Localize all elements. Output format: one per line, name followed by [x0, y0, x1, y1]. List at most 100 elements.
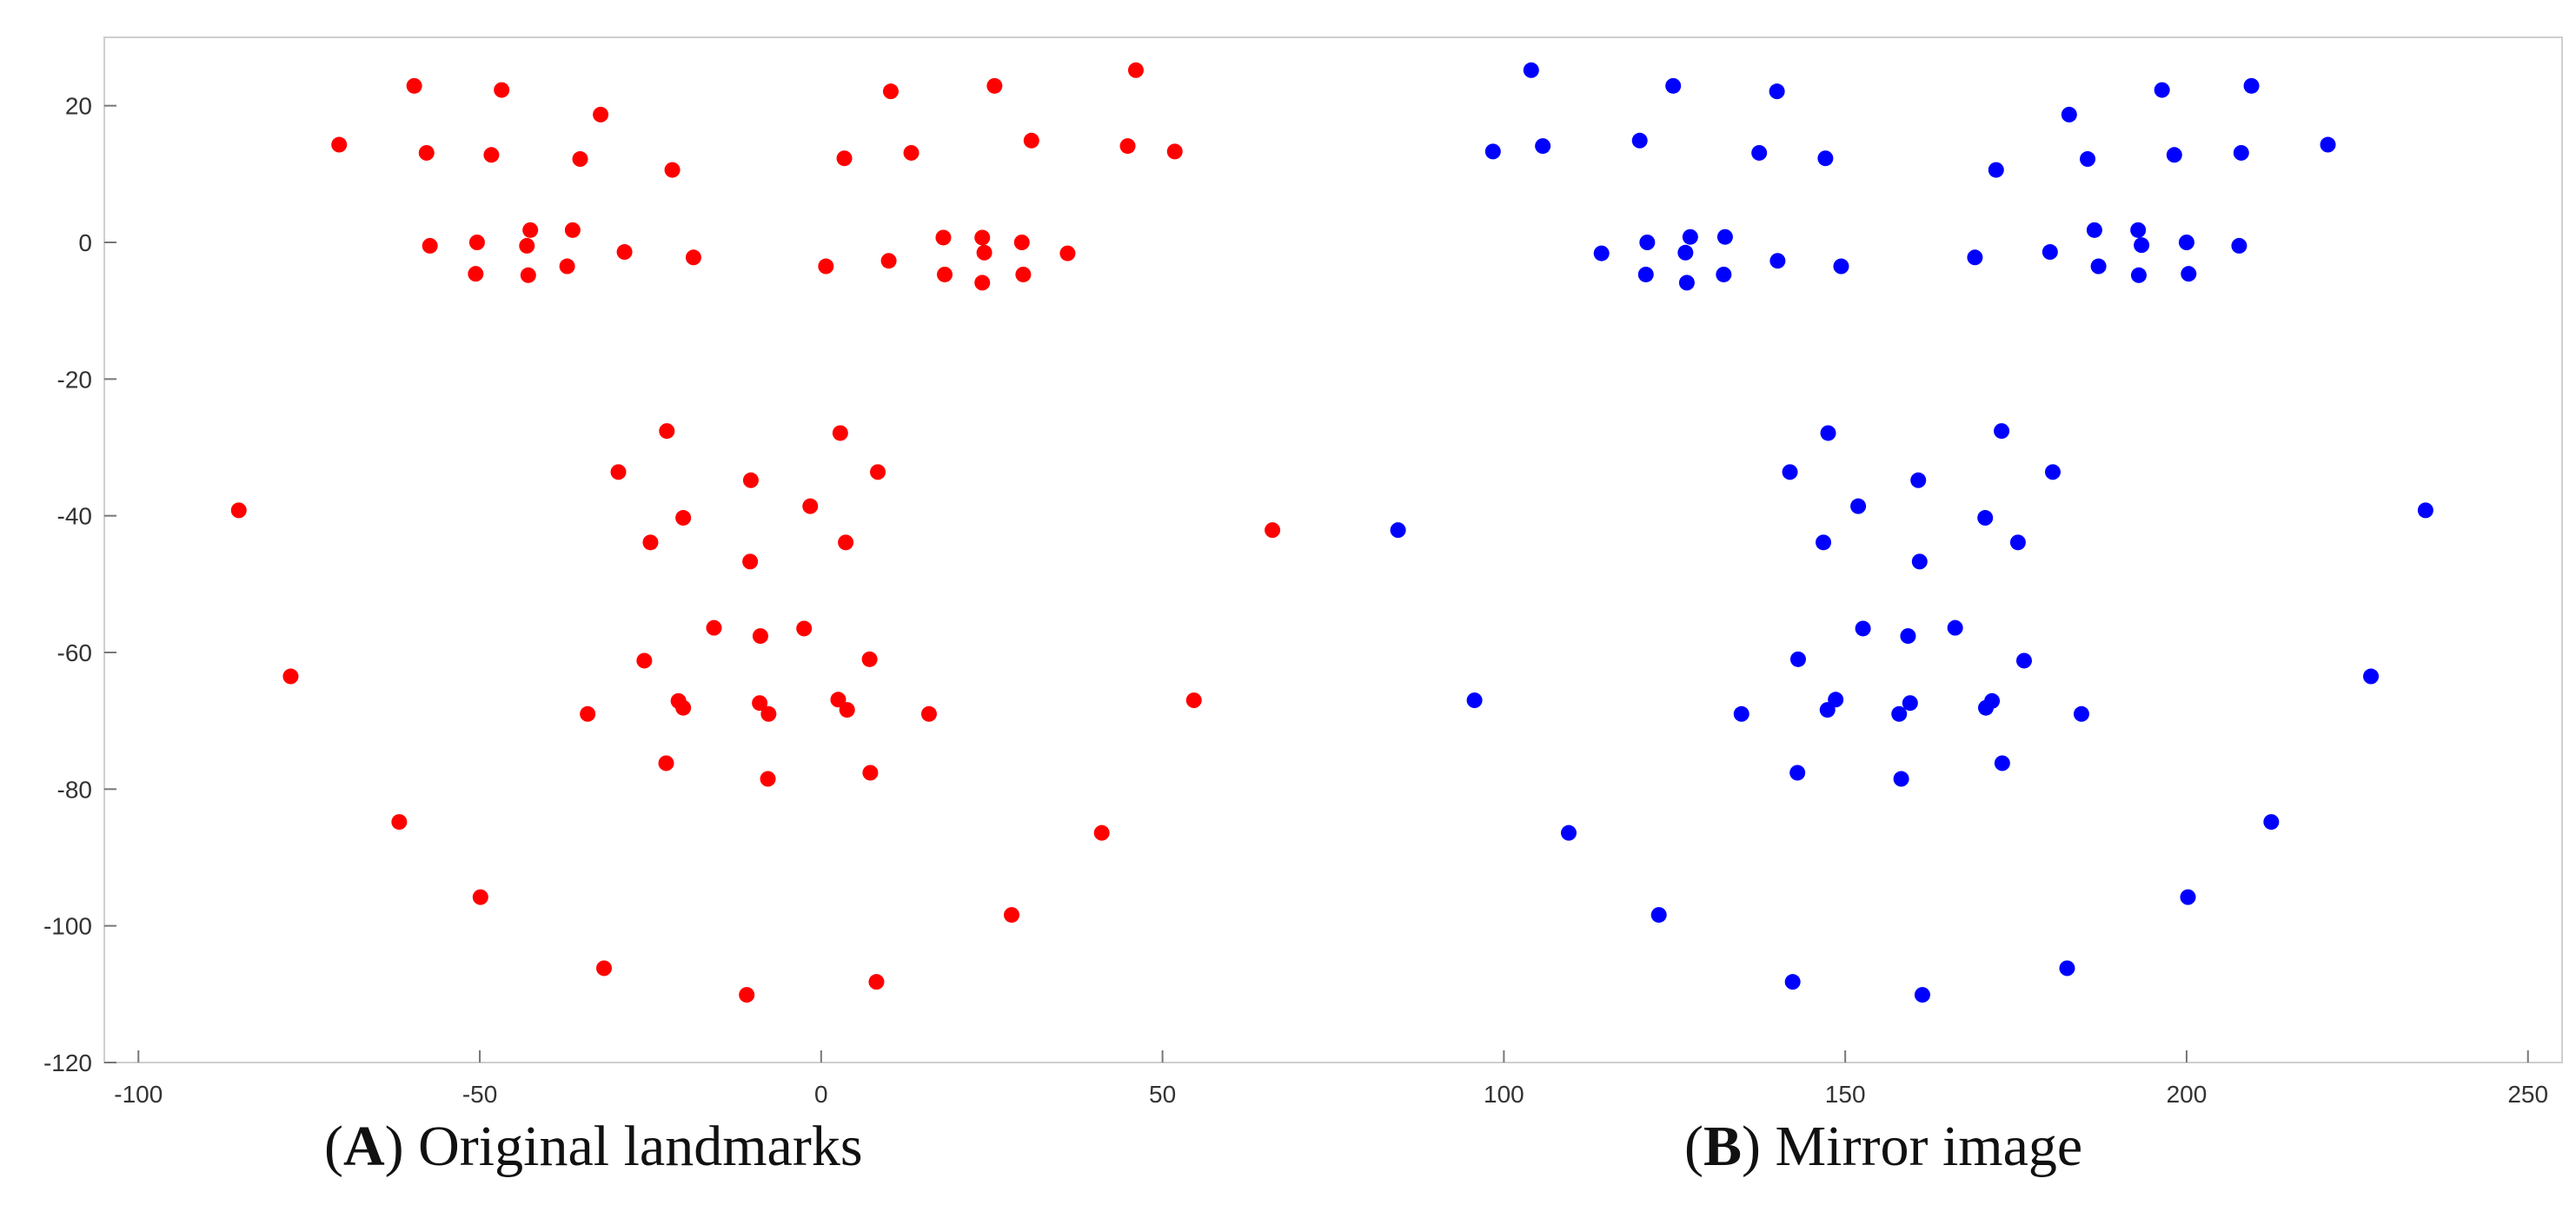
- red-landmark-point: [920, 705, 937, 722]
- red-landmark-point: [796, 620, 813, 637]
- blue-landmark-point: [1390, 522, 1406, 539]
- red-landmark-point: [937, 266, 953, 282]
- caption-a: (A) Original landmarks: [324, 1115, 863, 1178]
- y-tick-label: -60: [57, 639, 92, 666]
- red-landmark-point: [903, 144, 920, 161]
- y-tick-label: -120: [43, 1049, 92, 1076]
- red-landmark-point: [870, 464, 886, 480]
- red-landmark-point: [974, 229, 991, 246]
- blue-landmark-point: [1900, 628, 1916, 645]
- red-landmark-point: [1265, 522, 1281, 539]
- blue-landmark-point: [2181, 266, 2197, 282]
- red-landmark-point: [230, 502, 247, 519]
- blue-landmark-point: [1733, 705, 1749, 722]
- red-landmark-point: [572, 151, 588, 168]
- red-landmark-point: [519, 237, 535, 254]
- axis-ticks: -100 -50 0 50 100 150 200 250200-20-40-60-80-10…: [43, 93, 2548, 1108]
- red-landmark-point: [659, 423, 675, 440]
- red-landmark-point: [391, 814, 408, 831]
- blue-landmark-point: [2073, 705, 2089, 722]
- red-landmark-point: [580, 705, 596, 722]
- blue-landmark-point: [1850, 498, 1867, 514]
- blue-landmark-point: [1535, 138, 1551, 155]
- blue-landmark-point: [1523, 62, 1539, 78]
- blue-landmark-point: [2061, 106, 2077, 122]
- red-landmark-point: [685, 249, 701, 266]
- y-tick-label: -100: [43, 913, 92, 940]
- blue-landmark-point: [1891, 705, 1908, 722]
- red-landmark-point: [406, 77, 422, 94]
- blue-landmark-point: [1665, 77, 1682, 94]
- blue-landmark-point: [1782, 464, 1798, 480]
- blue-landmark-point: [2233, 144, 2249, 161]
- red-landmark-point: [675, 510, 692, 526]
- caption-b-letter: B: [1703, 1115, 1743, 1178]
- red-landmark-point: [1185, 692, 1202, 709]
- blue-landmark-point: [1561, 824, 1577, 841]
- red-landmark-point: [818, 258, 834, 275]
- x-tick-label: 250: [2507, 1081, 2548, 1108]
- red-landmark-point: [1013, 235, 1030, 250]
- blue-landmark-point: [2086, 222, 2102, 238]
- red-landmark-point: [861, 651, 878, 667]
- blue-landmark-point: [2080, 151, 2096, 168]
- red-landmark-point: [830, 692, 846, 708]
- blue-landmark-point: [2009, 534, 2026, 551]
- blue-landmark-point: [1769, 253, 1786, 269]
- red-landmark-point: [1023, 132, 1039, 149]
- blue-landmark-point: [1817, 150, 1834, 167]
- red-landmark-point: [706, 619, 722, 636]
- blue-landmark-point: [2059, 960, 2075, 977]
- red-landmark-point: [836, 150, 853, 167]
- red-landmark-point: [616, 244, 633, 261]
- blue-landmark-point: [1751, 144, 1768, 161]
- red-landmark-point: [610, 464, 627, 480]
- blue-landmark-point: [1911, 553, 1928, 570]
- blue-landmark-point: [2231, 237, 2247, 254]
- y-tick-label: 0: [78, 229, 92, 256]
- blue-landmark-point: [1910, 472, 1927, 488]
- blue-landmark-point: [1769, 83, 1785, 100]
- red-landmark-point: [1059, 245, 1076, 262]
- x-tick-label: 50: [1149, 1081, 1176, 1108]
- x-tick-label: -100: [114, 1081, 163, 1108]
- blue-landmark-point: [1650, 907, 1667, 924]
- red-landmark-point: [331, 136, 348, 153]
- blue-landmark-point: [2180, 889, 2196, 905]
- blue-landmark-point: [2166, 147, 2182, 163]
- blue-landmark-point: [1820, 425, 1836, 441]
- red-landmark-point: [282, 668, 299, 685]
- red-landmark-point: [752, 628, 768, 645]
- blue-landmark-point: [1631, 132, 1648, 149]
- caption-a-letter: A: [342, 1115, 385, 1178]
- red-landmark-point: [839, 702, 855, 718]
- red-landmark-point: [675, 699, 692, 716]
- x-tick-label: 0: [814, 1081, 828, 1108]
- caption-b-text: Mirror image: [1775, 1115, 2083, 1178]
- blue-landmark-point: [1677, 244, 1694, 261]
- red-landmark-point: [658, 755, 674, 771]
- red-landmark-point: [880, 253, 897, 269]
- blue-landmark-point: [1593, 245, 1610, 262]
- red-landmark-point: [593, 106, 609, 122]
- red-landmark-point: [418, 144, 435, 161]
- x-tick-label: -50: [462, 1081, 497, 1108]
- blue-landmark-point: [1902, 695, 1918, 712]
- blue-landmark-point: [2154, 82, 2170, 98]
- red-landmark-point: [596, 960, 613, 977]
- red-landmark-point: [760, 705, 777, 722]
- y-tick-label: 20: [65, 93, 92, 120]
- x-tick-label: 100: [1484, 1081, 1524, 1108]
- red-landmark-point: [559, 258, 575, 275]
- data-points: [230, 62, 2433, 1003]
- red-landmark-point: [832, 425, 848, 441]
- blue-landmark-point: [1977, 510, 1994, 526]
- blue-landmark-point: [1716, 228, 1733, 245]
- blue-landmark-point: [2263, 814, 2280, 831]
- caption-a-text: Original landmarks: [418, 1115, 863, 1178]
- blue-landmark-point: [1819, 702, 1836, 718]
- red-landmark-point: [422, 237, 438, 254]
- blue-landmark-point: [1678, 275, 1695, 291]
- blue-landmark-point: [1789, 765, 1806, 781]
